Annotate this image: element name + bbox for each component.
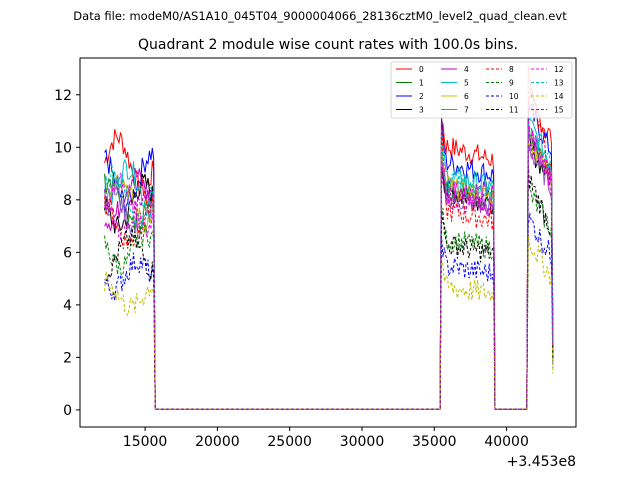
series-line-11 — [104, 166, 554, 410]
legend-label: 8 — [509, 65, 514, 74]
legend-label: 11 — [509, 106, 519, 115]
series-line-15 — [104, 133, 554, 410]
series-line-2 — [104, 103, 554, 410]
series-line-5 — [104, 116, 554, 410]
y-tick-label: 10 — [54, 140, 72, 156]
legend-label: 2 — [419, 92, 424, 101]
x-tick-label: 20000 — [195, 434, 240, 450]
legend-label: 15 — [554, 106, 564, 115]
series-line-14 — [104, 235, 554, 410]
x-tick-label: 30000 — [340, 434, 385, 450]
legend-label: 4 — [464, 65, 469, 74]
legend-label: 5 — [464, 79, 469, 88]
y-tick-label: 12 — [54, 88, 72, 104]
legend-label: 6 — [464, 92, 469, 101]
y-tick-label: 4 — [63, 298, 72, 314]
legend-label: 7 — [464, 106, 469, 115]
y-tick-label: 0 — [63, 403, 72, 419]
x-axis: 15000 20000 25000 30000 35000 40000 — [123, 427, 529, 450]
x-tick-label: 40000 — [484, 434, 529, 450]
x-tick-label: 35000 — [412, 434, 457, 450]
series-line-12 — [104, 119, 554, 410]
legend-box — [390, 61, 573, 119]
x-tick-label: 25000 — [267, 434, 312, 450]
x-tick-label: 15000 — [123, 434, 168, 450]
legend-label: 10 — [509, 92, 519, 101]
legend-label: 0 — [419, 65, 424, 74]
y-tick-label: 2 — [63, 350, 72, 366]
series-line-9 — [104, 185, 554, 410]
legend-label: 12 — [554, 65, 564, 74]
legend-label: 13 — [554, 79, 564, 88]
figure-suptitle: Data file: modeM0/AS1A10_045T04_90000040… — [73, 9, 567, 23]
x-axis-offset-label: +3.453e8 — [507, 454, 576, 470]
legend-label: 1 — [419, 79, 424, 88]
legend-label: 9 — [509, 79, 514, 88]
chart-title: Quadrant 2 module wise count rates with … — [138, 37, 518, 53]
series-layer — [104, 65, 554, 410]
y-tick-label: 8 — [63, 193, 72, 209]
plot-frame — [79, 57, 577, 428]
series-line-4 — [104, 120, 554, 410]
y-axis: 0 2 4 6 8 10 12 — [54, 88, 80, 419]
y-tick-label: 6 — [63, 245, 72, 261]
legend-label: 14 — [554, 92, 564, 101]
legend-label: 3 — [419, 106, 424, 115]
